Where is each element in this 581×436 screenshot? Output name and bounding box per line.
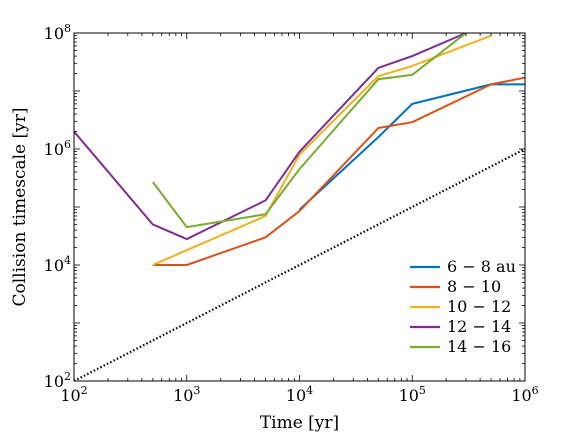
- x-tick-label: 103: [173, 384, 200, 405]
- series-layer: [74, 33, 525, 381]
- series-line-3: [152, 34, 492, 266]
- legend-label-4: 12 − 14: [447, 317, 511, 336]
- y-tick-label: 108: [44, 22, 71, 43]
- legend-label-3: 10 − 12: [447, 297, 511, 316]
- y-tick-label: 104: [44, 254, 71, 275]
- series-line-5: [152, 33, 467, 229]
- y-tick-label: 102: [44, 370, 71, 391]
- series-line-2: [152, 76, 525, 266]
- plot-area: [74, 33, 525, 381]
- series-line-1: [298, 83, 525, 211]
- y-axis-label: Collision timescale [yr]: [10, 107, 30, 306]
- legend-label-1: 6 − 8 au: [447, 257, 516, 276]
- y-tick-label: 106: [44, 138, 71, 159]
- series-line-4: [74, 33, 467, 241]
- x-tick-label: 104: [286, 384, 313, 405]
- plot-frame: [73, 32, 526, 382]
- x-tick-label: 105: [399, 384, 426, 405]
- legend-label-2: 8 − 10: [447, 277, 501, 296]
- legend-label-5: 14 − 16: [447, 337, 511, 356]
- x-tick-label: 102: [60, 384, 87, 405]
- x-axis-label: Time [yr]: [260, 413, 339, 433]
- reference-line: [74, 148, 525, 381]
- axes: 102 103 104 105 106 102 104 106 108: [44, 22, 539, 405]
- x-tick-label: 106: [511, 384, 538, 405]
